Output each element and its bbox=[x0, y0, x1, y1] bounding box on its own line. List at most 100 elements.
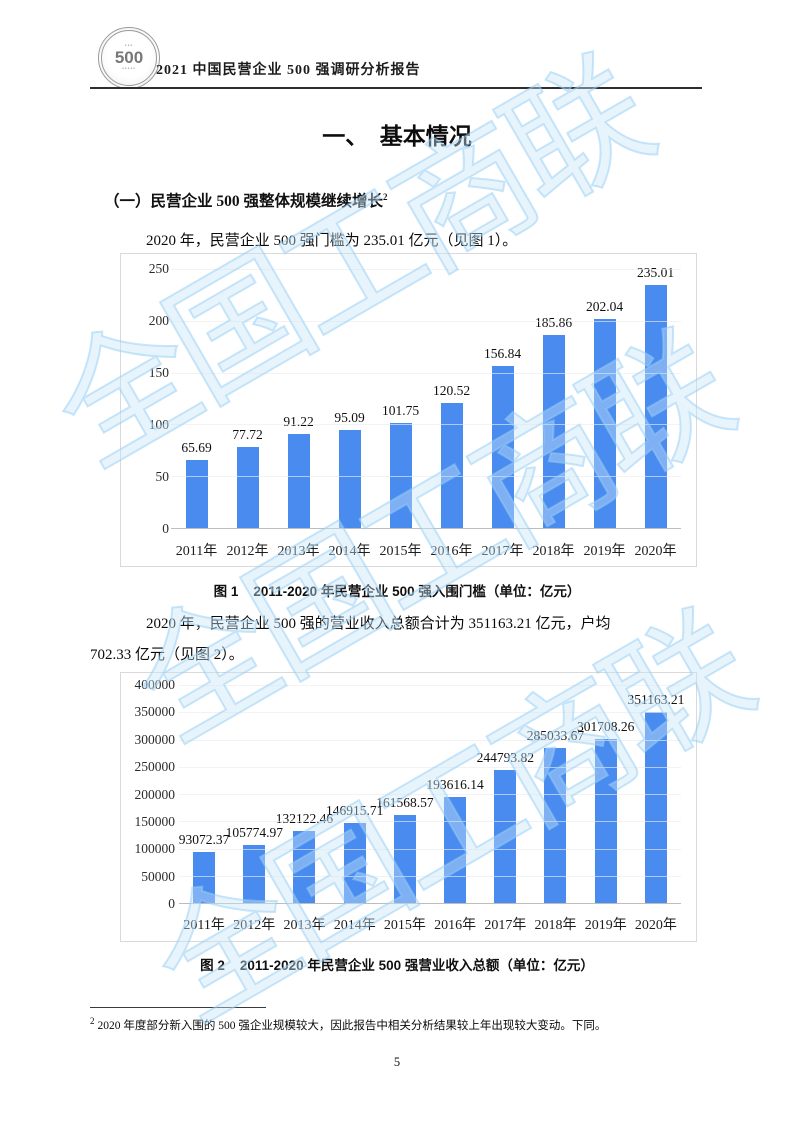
bar-slot: 95.09 bbox=[324, 269, 375, 528]
paragraph-2-line-2: 702.33 亿元（见图 2）。 bbox=[90, 647, 244, 663]
gridline bbox=[171, 424, 681, 426]
x-tick-label: 2016年 bbox=[434, 918, 477, 933]
bar-value-label: 95.09 bbox=[334, 409, 365, 425]
figure2-caption-text: 2011-2020 年民营企业 500 强营业收入总额（单位：亿元） bbox=[239, 958, 594, 973]
y-tick-label: 350000 bbox=[134, 704, 176, 720]
figure1-bar-chart: 0 50 100 150 200 250 65.69 77.72 91.22 95.09 101.… bbox=[120, 253, 697, 567]
x-tick-label: 2019年 bbox=[583, 544, 626, 559]
gridline bbox=[179, 821, 681, 823]
section-heading: （一）民营企业 500 强整体规模继续增长2 bbox=[104, 189, 388, 211]
y-tick-label: 200000 bbox=[134, 786, 176, 802]
bar-value-label: 193616.14 bbox=[426, 777, 484, 793]
figure1-caption-label: 图 1 bbox=[213, 584, 239, 599]
footnote-marker: 2 bbox=[90, 1016, 95, 1026]
x-tick-label: 2020年 bbox=[634, 918, 677, 933]
figure2-y-axis: 0 50000 100000 150000 200000 250000 300000 3500… bbox=[129, 677, 176, 911]
section-footnote-ref: 2 bbox=[383, 191, 388, 202]
y-tick-label: 250 bbox=[148, 261, 169, 276]
gridline bbox=[171, 476, 681, 478]
bar-2018年 bbox=[544, 747, 567, 903]
bar-slot: 105774.97 bbox=[226, 685, 283, 903]
y-tick-label: 400000 bbox=[134, 677, 176, 692]
page-number: 5 bbox=[393, 1055, 401, 1069]
figure1-caption-text: 2011-2020 年民营企业 500 强入围门槛（单位：亿元） bbox=[253, 584, 581, 599]
gridline bbox=[179, 739, 681, 741]
x-tick-label: 2020年 bbox=[634, 544, 677, 559]
x-tick-label: 2017年 bbox=[481, 544, 524, 559]
paragraph-2-line-1: 2020 年，民营企业 500 强的营业收入总额合计为 351163.21 亿元… bbox=[146, 616, 611, 632]
bar-value-label: 235.01 bbox=[636, 264, 675, 280]
bar-value-label: 351163.21 bbox=[627, 691, 685, 707]
bar-slot: 235.01 bbox=[630, 265, 681, 528]
bar-value-label: 91.22 bbox=[283, 413, 314, 429]
x-tick-label: 2013年 bbox=[283, 918, 326, 933]
x-tick-label: 2013年 bbox=[277, 544, 320, 559]
bar-value-label: 285033.67 bbox=[526, 727, 585, 743]
bar-2020年 bbox=[644, 711, 667, 903]
y-tick-label: 0 bbox=[162, 521, 169, 536]
bar-value-label: 244793.82 bbox=[476, 749, 534, 765]
footnote-separator bbox=[90, 1007, 266, 1008]
bar-value-label: 146915.71 bbox=[326, 802, 384, 818]
figure1-plot-area: 65.69 77.72 91.22 95.09 101.75 120.52 156.84 18… bbox=[171, 265, 681, 529]
y-tick-label: 150000 bbox=[134, 813, 176, 829]
header-title: 2021 中国民营企业 500 强调研分析报告 bbox=[156, 63, 421, 78]
bar-slot: 244793.82 bbox=[477, 685, 534, 903]
bar-2018年 bbox=[542, 335, 565, 528]
bar-value-label: 65.69 bbox=[181, 439, 212, 455]
bar-2017年 bbox=[491, 365, 514, 528]
x-tick-label: 2012年 bbox=[233, 918, 276, 933]
x-tick-label: 2016年 bbox=[430, 544, 473, 559]
bar-2014年 bbox=[343, 822, 366, 903]
bar-2011年 bbox=[185, 459, 208, 528]
logo-bottom-dots: ••••• bbox=[122, 67, 136, 72]
x-tick-label: 2014年 bbox=[328, 544, 371, 559]
bar-2019年 bbox=[593, 318, 616, 528]
x-tick-label: 2015年 bbox=[383, 918, 426, 933]
bar-value-label: 301708.26 bbox=[577, 718, 635, 734]
gridline bbox=[171, 269, 681, 270]
bar-value-label: 77.72 bbox=[232, 427, 263, 443]
figure2-caption: 图 2 2011-2020 年民营企业 500 强营业收入总额（单位：亿元） bbox=[90, 954, 704, 974]
y-tick-label: 100 bbox=[148, 417, 169, 432]
footnote: 2 2020 年度部分新入围的 500 强企业规模较大，因此报告中相关分析结果较上… bbox=[90, 1016, 710, 1033]
figure1-y-axis: 0 50 100 150 200 250 bbox=[129, 261, 169, 536]
bar-slot: 285033.67 bbox=[527, 685, 584, 903]
bar-2019年 bbox=[594, 738, 617, 903]
gridline bbox=[179, 685, 681, 686]
y-tick-label: 0 bbox=[168, 896, 175, 911]
x-tick-label: 2011年 bbox=[183, 918, 225, 933]
x-tick-label: 2019年 bbox=[584, 918, 627, 933]
bar-slot: 146915.71 bbox=[326, 685, 383, 903]
bar-2016年 bbox=[440, 403, 463, 528]
logo-top-dots: ••• bbox=[124, 44, 134, 49]
bar-2016年 bbox=[444, 797, 467, 903]
figure1-caption: 图 1 2011-2020 年民营企业 500 强入围门槛（单位：亿元） bbox=[90, 580, 704, 600]
bar-slot: 301708.26 bbox=[577, 685, 634, 903]
gridline bbox=[179, 794, 681, 795]
y-tick-label: 100000 bbox=[134, 841, 176, 857]
paragraph-1: 2020 年，民营企业 500 强门槛为 235.01 亿元（见图 1）。 bbox=[146, 233, 518, 249]
y-tick-label: 250000 bbox=[134, 759, 176, 775]
bar-2013年 bbox=[287, 433, 310, 528]
bar-slot: 161568.57 bbox=[376, 685, 434, 903]
figure2-bar-chart: 0 50000 100000 150000 200000 250000 300000 3500… bbox=[120, 672, 697, 942]
x-tick-label: 2018年 bbox=[534, 918, 577, 933]
bar-value-label: 105774.97 bbox=[225, 825, 283, 841]
bar-slot: 77.72 bbox=[222, 269, 273, 528]
gridline bbox=[179, 848, 681, 850]
bar-slot: 101.75 bbox=[375, 269, 426, 528]
bar-slot: 65.69 bbox=[171, 269, 222, 528]
bar-value-label: 202.04 bbox=[585, 298, 624, 314]
bar-slot: 120.52 bbox=[426, 269, 477, 528]
bar-slot: 202.04 bbox=[579, 269, 630, 528]
bar-2017年 bbox=[494, 769, 517, 903]
gridline bbox=[171, 320, 681, 322]
x-tick-label: 2014年 bbox=[333, 918, 376, 933]
bar-2015年 bbox=[393, 814, 416, 903]
bar-2020年 bbox=[644, 284, 667, 528]
gridline bbox=[179, 875, 681, 877]
gridline bbox=[171, 372, 681, 374]
bar-2013年 bbox=[293, 831, 316, 903]
y-tick-label: 200 bbox=[148, 313, 169, 328]
